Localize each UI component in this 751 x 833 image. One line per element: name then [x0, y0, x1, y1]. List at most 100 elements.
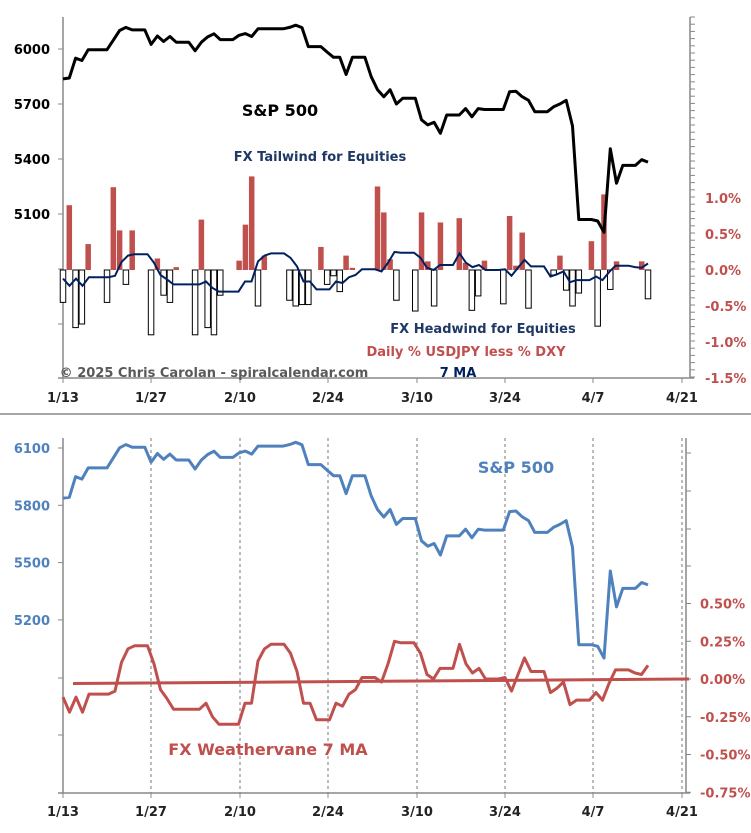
sp-label: S&P 500	[242, 101, 318, 120]
bar-negative	[217, 269, 224, 296]
bar-negative	[644, 269, 652, 300]
left-tick-label: 5700	[14, 98, 50, 113]
bottom-right-ticks: 0.50% 0.25% 0.00% -0.25% -0.50% -0.75%	[686, 452, 751, 801]
ma-line	[62, 250, 649, 293]
tailwind-label: FX Tailwind for Equities	[234, 150, 407, 165]
bar-positive	[318, 246, 324, 270]
bar-positive	[236, 260, 242, 270]
x-tick-label: 3/24	[489, 391, 521, 406]
bar-negative	[286, 269, 293, 301]
bar-positive	[261, 255, 268, 270]
top-x-ticks: 1/13 1/27 2/10 2/24 3/10 3/24 4/7 4/21	[47, 378, 698, 406]
bar-negative	[191, 269, 199, 336]
bar-positive	[110, 187, 117, 270]
bar-positive	[381, 212, 387, 270]
bottom-vertical-grid	[150, 438, 683, 793]
bar-negative	[500, 269, 507, 305]
bottom-left-ticks: 6100 5800 5500 5200	[14, 442, 63, 736]
right-tick-label: -0.5%	[705, 300, 746, 315]
bar-negative	[525, 269, 532, 309]
right-tick-label: -1.0%	[705, 336, 746, 351]
copyright: © 2025 Chris Carolan - spiralcalendar.co…	[60, 366, 369, 381]
x-tick-label: 1/27	[135, 391, 167, 406]
bar-positive	[557, 255, 563, 270]
left-tick-label: 5800	[14, 499, 50, 514]
x-tick-label: 4/7	[582, 391, 605, 406]
bar-negative	[254, 269, 262, 307]
bar-positive	[66, 205, 73, 270]
bar-positive	[85, 244, 91, 270]
bar-negative	[393, 269, 400, 301]
sp500-line	[62, 23, 649, 234]
headwind-label: FX Headwind for Equities	[390, 322, 576, 337]
weathervane-label: FX Weathervane 7 MA	[168, 740, 368, 759]
bars-label: Daily % USDJPY less % DXY	[366, 345, 566, 360]
bar-positive	[506, 216, 513, 270]
bar-positive	[437, 222, 444, 270]
bar-positive	[154, 258, 161, 270]
bar-negative	[147, 269, 155, 336]
x-tick-label: 2/24	[312, 391, 344, 406]
bar-negative	[292, 269, 299, 307]
weathervane-line	[61, 639, 650, 726]
top-chart: 6000 5700 5400 5100 1.0% 0.5% 0.0% -0.5% -1.0% -…	[14, 16, 746, 406]
right-tick-label: -1.5%	[705, 372, 746, 387]
bar-positive	[387, 259, 393, 270]
bar-negative	[575, 269, 583, 294]
right-tick-label: 0.0%	[705, 264, 741, 279]
bar-negative	[594, 269, 601, 327]
bar-negative	[210, 269, 218, 336]
left-tick-label: 5500	[14, 557, 50, 572]
top-right-minor-ticks	[690, 16, 695, 378]
x-tick-label: 4/21	[666, 805, 698, 820]
bar-positive	[349, 267, 356, 270]
bar-negative	[323, 269, 331, 285]
top-right-ticks: 1.0% 0.5% 0.0% -0.5% -1.0% -1.5%	[705, 192, 746, 387]
x-tick-label: 1/27	[135, 805, 167, 820]
bar-negative	[468, 269, 476, 311]
sp-label-bottom: S&P 500	[478, 458, 554, 477]
bar-positive	[513, 265, 519, 270]
x-tick-label: 3/10	[401, 805, 433, 820]
bar-negative	[122, 269, 130, 285]
bar-positive	[418, 212, 425, 270]
bar-positive	[248, 176, 255, 270]
bar-negative	[72, 269, 79, 329]
right-tick-label: -0.50%	[700, 749, 751, 764]
bar-positive	[198, 219, 205, 270]
bar-negative	[336, 269, 344, 293]
bar-negative	[298, 269, 306, 306]
bar-negative	[412, 269, 419, 312]
bar-positive	[116, 230, 123, 270]
bar-positive	[173, 267, 179, 270]
x-tick-label: 1/13	[47, 391, 79, 406]
x-tick-label: 2/10	[224, 391, 256, 406]
bar-positive	[462, 262, 469, 270]
x-tick-label: 2/10	[224, 805, 256, 820]
x-tick-label: 4/7	[582, 805, 605, 820]
bar-negative	[160, 269, 167, 296]
x-tick-label: 2/24	[312, 805, 344, 820]
right-tick-label: -0.25%	[700, 711, 751, 726]
bottom-x-ticks: 1/13 1/27 2/10 2/24 3/10 3/24 4/7 4/21	[47, 793, 698, 820]
left-tick-label: 5100	[14, 208, 50, 223]
bar-negative	[430, 269, 438, 307]
bar-negative	[569, 269, 576, 307]
bar-negative	[204, 269, 211, 329]
right-tick-label: 0.25%	[700, 635, 745, 650]
right-tick-label: 0.50%	[700, 598, 745, 613]
bar-positive	[481, 260, 488, 270]
bar-positive	[456, 218, 463, 270]
top-bars	[59, 176, 652, 336]
bar-negative	[474, 269, 482, 297]
right-tick-label: -0.75%	[700, 786, 751, 801]
bar-negative	[59, 269, 67, 303]
bar-negative	[330, 269, 337, 277]
left-tick-label: 6000	[14, 43, 50, 58]
bottom-chart: 6100 5800 5500 5200 0.50% 0.25% 0.00% -0.25% -0…	[14, 438, 751, 820]
bar-positive	[588, 241, 595, 270]
left-tick-label: 5200	[14, 614, 50, 629]
x-tick-label: 1/13	[47, 805, 79, 820]
right-tick-label: 1.0%	[705, 192, 741, 207]
